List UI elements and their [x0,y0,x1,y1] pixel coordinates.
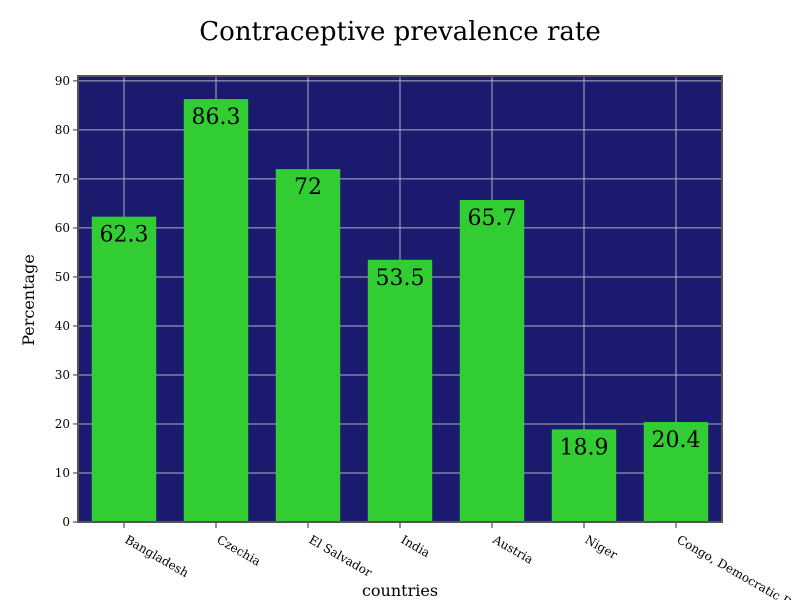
x-tick-label: El Salvador [307,532,375,579]
bar [643,422,709,522]
x-axis-label: countries [362,581,438,600]
bar [367,259,433,522]
bar-value-label: 65.7 [468,206,517,231]
x-tick-label: India [399,532,433,560]
bar-value-label: 62.3 [100,223,149,248]
bar [91,216,157,522]
bar-value-label: 20.4 [652,428,701,453]
y-axis-ticks: 0 10 20 30 40 50 60 70 80 90 [55,74,78,529]
y-axis-label: Percentage [19,254,38,346]
x-tick-label: Austria [490,532,536,567]
x-axis-ticks: Bangladesh Czechia El Salvador India Austria… [123,522,795,600]
y-tick-label: 90 [55,74,70,88]
x-tick-label: Niger [583,532,620,562]
y-tick-label: 40 [55,319,70,333]
bar [551,429,617,522]
value-labels: 62.3 86.3 72 53.5 65.7 18.9 20.4 [100,105,701,460]
bar [275,169,341,522]
x-tick-label: Bangladesh [123,532,192,580]
y-tick-label: 20 [55,417,70,431]
y-tick-label: 30 [55,368,70,382]
y-tick-label: 80 [55,123,70,137]
y-tick-label: 50 [55,270,70,284]
x-tick-label: Congo, Democratic R [675,532,795,600]
y-tick-label: 70 [55,172,70,186]
bars [91,99,709,523]
bar-value-label: 72 [294,175,322,200]
bar-value-label: 53.5 [376,266,425,291]
bar [183,99,249,523]
plot-frame [77,75,723,523]
bar-value-label: 18.9 [560,435,609,460]
bar [459,199,525,522]
y-tick-label: 0 [62,515,70,529]
bar-value-label: 86.3 [192,105,241,130]
y-tick-label: 60 [55,221,70,235]
chart-title: Contraceptive prevalence rate [199,17,600,47]
y-tick-label: 10 [55,466,70,480]
x-tick-label: Czechia [215,532,264,568]
